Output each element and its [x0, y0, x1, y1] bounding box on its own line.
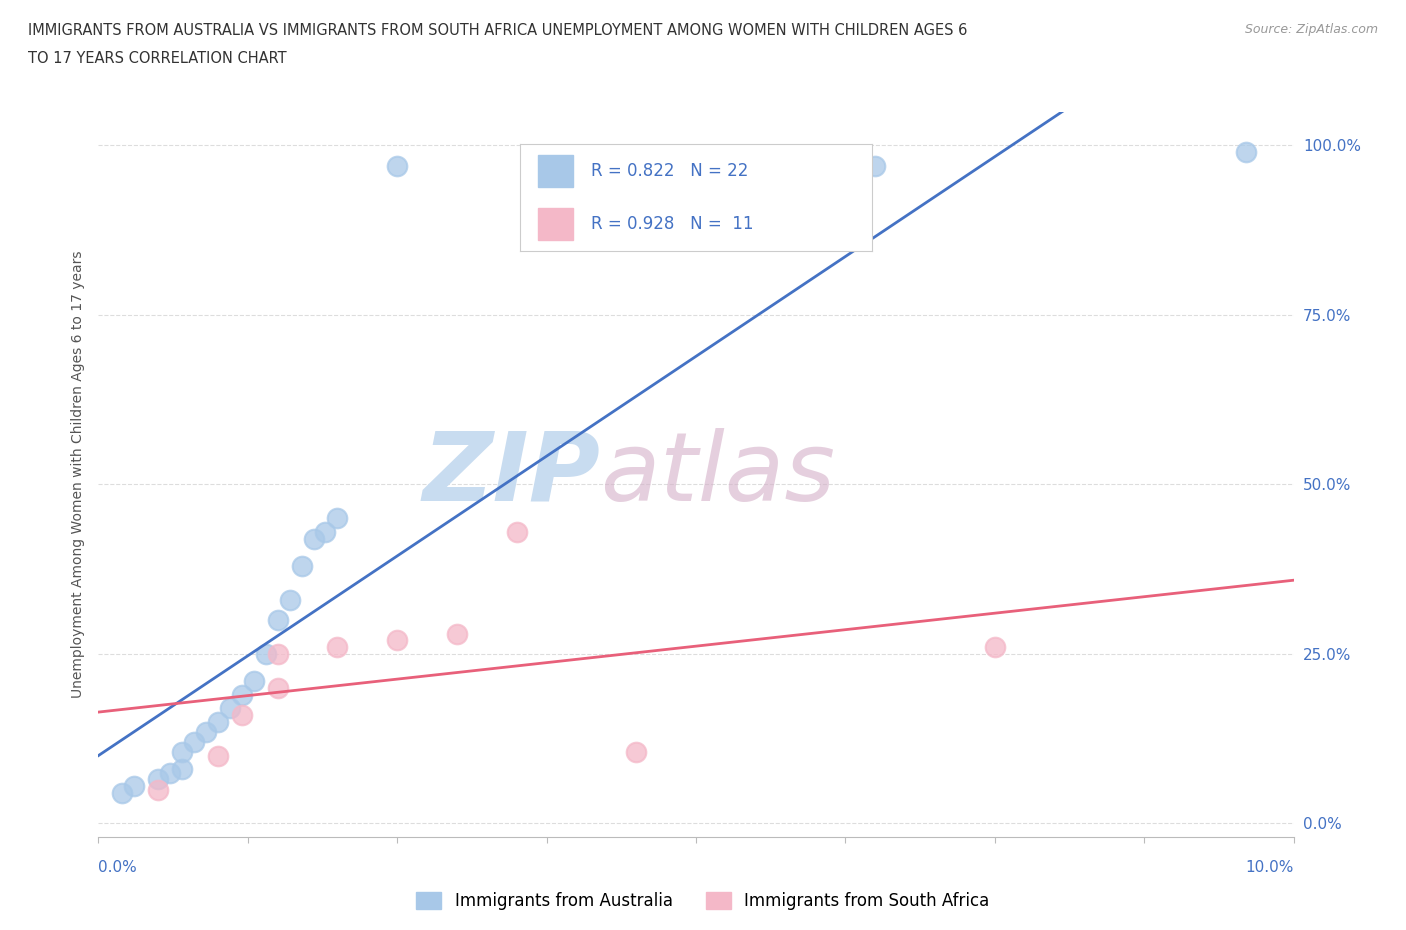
Y-axis label: Unemployment Among Women with Children Ages 6 to 17 years: Unemployment Among Women with Children A…	[70, 250, 84, 698]
Point	[624, 745, 647, 760]
Point	[172, 762, 194, 777]
Point	[863, 158, 886, 173]
Text: IMMIGRANTS FROM AUSTRALIA VS IMMIGRANTS FROM SOUTH AFRICA UNEMPLOYMENT AMONG WOM: IMMIGRANTS FROM AUSTRALIA VS IMMIGRANTS …	[28, 23, 967, 38]
Point	[278, 592, 301, 607]
Point	[1234, 145, 1257, 160]
Text: ZIP: ZIP	[422, 428, 600, 521]
Point	[243, 673, 266, 688]
Text: R = 0.928   N =  11: R = 0.928 N = 11	[591, 216, 754, 233]
Text: TO 17 YEARS CORRELATION CHART: TO 17 YEARS CORRELATION CHART	[28, 51, 287, 66]
Point	[159, 765, 181, 780]
Text: Source: ZipAtlas.com: Source: ZipAtlas.com	[1244, 23, 1378, 36]
Point	[231, 708, 253, 723]
Point	[254, 646, 277, 661]
Point	[302, 531, 325, 546]
Point	[231, 687, 253, 702]
Text: 0.0%: 0.0%	[98, 860, 138, 875]
Point	[267, 646, 290, 661]
Point	[148, 782, 170, 797]
Point	[385, 633, 409, 648]
Point	[506, 525, 529, 539]
Bar	[538, 208, 574, 241]
Point	[326, 511, 349, 525]
Text: 10.0%: 10.0%	[1246, 860, 1294, 875]
Point	[207, 749, 229, 764]
Point	[172, 745, 194, 760]
Point	[446, 626, 468, 641]
Text: R = 0.822   N = 22: R = 0.822 N = 22	[591, 162, 748, 179]
Point	[314, 525, 337, 539]
Point	[148, 772, 170, 787]
Point	[385, 158, 409, 173]
Point	[207, 714, 229, 729]
Legend: Immigrants from Australia, Immigrants from South Africa: Immigrants from Australia, Immigrants fr…	[409, 885, 997, 917]
Point	[219, 700, 242, 715]
Point	[267, 681, 290, 696]
Point	[111, 786, 134, 801]
Point	[983, 640, 1005, 655]
Point	[124, 778, 146, 793]
Text: atlas: atlas	[600, 428, 835, 521]
Point	[290, 558, 312, 573]
Point	[194, 724, 218, 739]
Point	[183, 735, 205, 750]
Point	[267, 613, 290, 628]
Point	[326, 640, 349, 655]
Bar	[538, 155, 574, 187]
